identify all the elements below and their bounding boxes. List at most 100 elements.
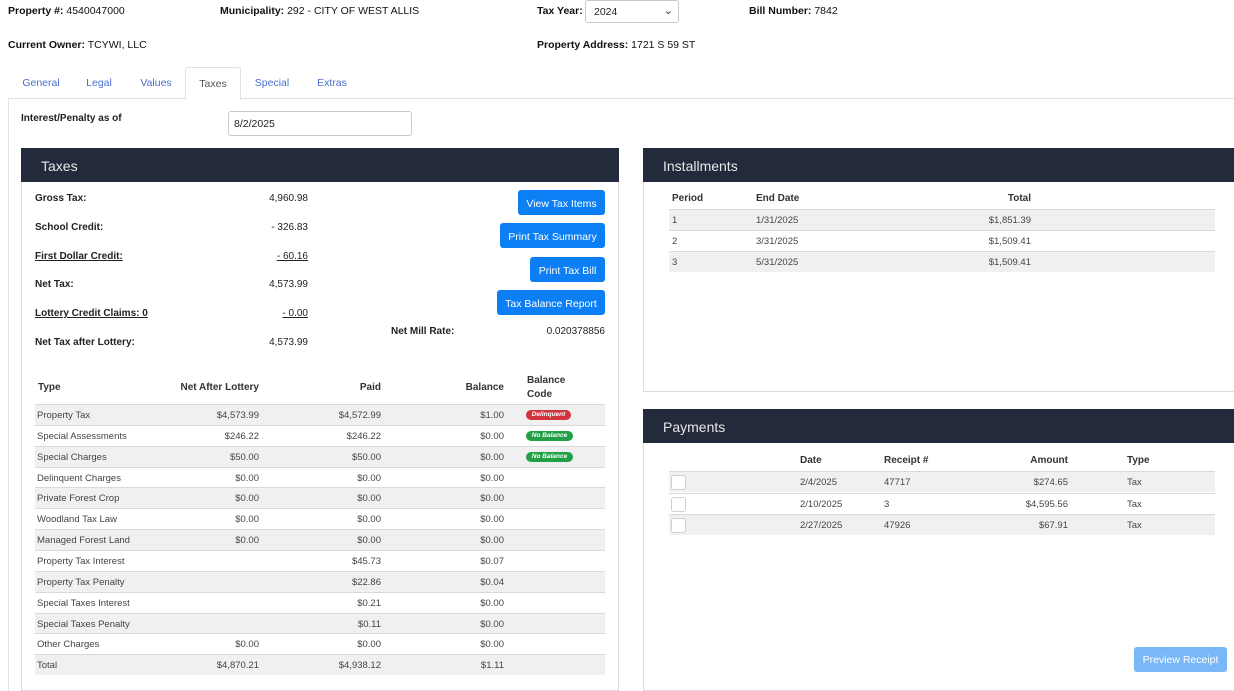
table-row: Property Tax Interest $45.73 $0.07 bbox=[35, 550, 605, 571]
payment-select-checkbox[interactable] bbox=[671, 475, 686, 490]
row-net: $246.22 bbox=[224, 430, 259, 442]
installment-row: 1 1/31/2025 $1,851.39 bbox=[669, 209, 1215, 230]
row-type: Special Charges bbox=[37, 451, 107, 463]
table-total-row: Total $4,870.21 $4,938.12 $1.11 bbox=[35, 654, 605, 676]
col-paid-header: Paid bbox=[359, 382, 381, 393]
inst-end-date: 5/31/2025 bbox=[756, 257, 799, 268]
school-credit-value: - 326.83 bbox=[271, 222, 308, 233]
tab-taxes[interactable]: Taxes bbox=[185, 67, 241, 100]
pay-receipt: 47926 bbox=[884, 520, 911, 531]
tab-legal[interactable]: Legal bbox=[86, 77, 112, 89]
gross-tax-label: Gross Tax: bbox=[35, 193, 87, 204]
pay-receipt-header: Receipt # bbox=[884, 455, 929, 466]
tab-bar: General Legal Values Taxes Special Extra… bbox=[8, 67, 1234, 100]
pay-amount: $4,595.56 bbox=[1025, 498, 1068, 510]
table-row: Private Forest Crop $0.00 $0.00 $0.00 bbox=[35, 487, 605, 509]
pay-type: Tax bbox=[1127, 498, 1142, 510]
pay-amount-header: Amount bbox=[1030, 455, 1068, 466]
row-paid: $4,572.99 bbox=[338, 410, 381, 421]
table-row: Woodland Tax Law $0.00 $0.00 $0.00 bbox=[35, 508, 605, 529]
inst-end-date: 3/31/2025 bbox=[756, 236, 799, 247]
row-paid: $50.00 bbox=[351, 451, 381, 463]
inst-period: 1 bbox=[672, 215, 678, 226]
print-tax-summary-button[interactable]: Print Tax Summary bbox=[500, 223, 605, 248]
net-tax-label: Net Tax: bbox=[35, 279, 74, 290]
row-paid: $0.00 bbox=[357, 514, 381, 526]
tax-balance-report-button[interactable]: Tax Balance Report bbox=[497, 290, 605, 315]
net-tax-value: 4,573.99 bbox=[269, 279, 308, 290]
row-type: Managed Forest Land bbox=[37, 535, 130, 547]
tab-special[interactable]: Special bbox=[254, 77, 290, 89]
table-row: Special Taxes Penalty $0.11 $0.00 bbox=[35, 612, 605, 634]
inst-end-date-header: End Date bbox=[756, 193, 800, 204]
pay-type: Tax bbox=[1127, 520, 1142, 531]
row-paid: $22.86 bbox=[351, 576, 381, 588]
payment-select-checkbox[interactable] bbox=[671, 496, 686, 512]
first-dollar-credit-link[interactable]: First Dollar Credit: bbox=[35, 251, 123, 262]
row-paid: $0.00 bbox=[357, 639, 381, 651]
inst-total-header: Total bbox=[1007, 193, 1031, 204]
row-paid: $4,938.12 bbox=[338, 660, 381, 672]
row-paid: $246.22 bbox=[346, 430, 381, 442]
installments-panel-header: Installments bbox=[643, 148, 1234, 182]
row-balance: $0.00 bbox=[480, 430, 504, 442]
bill-number: Bill Number: 7842 bbox=[749, 5, 838, 17]
row-balance: $0.07 bbox=[480, 556, 504, 567]
delinquent-badge: Delinquent bbox=[526, 410, 571, 420]
preview-receipt-button[interactable]: Preview Receipt bbox=[1134, 647, 1227, 672]
row-net: $0.00 bbox=[235, 639, 259, 651]
col-balance-header: Balance bbox=[465, 382, 504, 393]
installments-panel bbox=[643, 182, 1234, 392]
inst-period: 3 bbox=[672, 257, 678, 268]
lottery-credit-link[interactable]: Lottery Credit Claims: 0 bbox=[35, 308, 148, 319]
row-balance: $0.00 bbox=[480, 451, 504, 463]
row-balance: $0.00 bbox=[480, 472, 504, 484]
taxes-panel-header: Taxes bbox=[21, 148, 619, 182]
interest-date-input[interactable]: 8/2/2025 bbox=[228, 111, 412, 136]
first-dollar-credit-value[interactable]: - 60.16 bbox=[276, 251, 308, 262]
print-tax-bill-button[interactable]: Print Tax Bill bbox=[530, 257, 605, 282]
row-type: Private Forest Crop bbox=[37, 493, 120, 505]
net-mill-rate-value: 0.020378856 bbox=[546, 326, 605, 337]
row-net: $0.00 bbox=[235, 514, 259, 526]
school-credit-label: School Credit: bbox=[35, 222, 104, 233]
row-balance: $1.11 bbox=[480, 660, 504, 672]
pay-type: Tax bbox=[1127, 477, 1142, 488]
col-code-header-line2: Code bbox=[527, 389, 552, 400]
content-border bbox=[8, 99, 9, 691]
pay-amount: $274.65 bbox=[1033, 477, 1068, 488]
view-tax-items-button[interactable]: View Tax Items bbox=[518, 190, 605, 215]
property-address: Property Address: 1721 S 59 ST bbox=[537, 39, 696, 51]
pay-date-header: Date bbox=[800, 455, 822, 466]
row-net: $50.00 bbox=[229, 451, 259, 463]
table-row: Special Taxes Interest $0.21 $0.00 bbox=[35, 591, 605, 613]
tab-extras[interactable]: Extras bbox=[317, 77, 347, 89]
gross-tax-value: 4,960.98 bbox=[269, 193, 308, 204]
row-type: Special Taxes Interest bbox=[37, 597, 130, 609]
row-paid: $0.00 bbox=[357, 493, 381, 505]
tab-general[interactable]: General bbox=[22, 77, 60, 89]
payment-select-checkbox[interactable] bbox=[671, 518, 686, 533]
payment-row: 2/10/2025 3 $4,595.56 Tax bbox=[669, 492, 1215, 514]
col-code-header-line1: Balance bbox=[527, 375, 566, 386]
row-type: Total bbox=[37, 660, 58, 672]
net-mill-rate-label: Net Mill Rate: bbox=[391, 326, 455, 337]
row-net: $0.00 bbox=[235, 535, 259, 547]
tax-year-select[interactable]: 2024 ⌄ bbox=[585, 0, 679, 23]
row-type: Property Tax bbox=[37, 410, 91, 421]
row-balance: $0.00 bbox=[480, 493, 504, 505]
pay-date: 2/27/2025 bbox=[800, 520, 843, 531]
net-after-lottery-label: Net Tax after Lottery: bbox=[35, 337, 135, 348]
installment-row: 2 3/31/2025 $1,509.41 bbox=[669, 230, 1215, 251]
col-type-header: Type bbox=[38, 382, 61, 393]
lottery-credit-value[interactable]: - 0.00 bbox=[282, 308, 308, 319]
current-owner: Current Owner: TCYWI, LLC bbox=[8, 39, 147, 51]
pay-receipt: 47717 bbox=[884, 477, 911, 488]
row-type: Special Taxes Penalty bbox=[37, 618, 130, 630]
col-net-header: Net After Lottery bbox=[180, 382, 259, 393]
row-balance: $0.04 bbox=[480, 576, 504, 588]
interest-label: Interest/Penalty as of bbox=[21, 113, 122, 124]
tab-values[interactable]: Values bbox=[140, 77, 172, 89]
table-row: Managed Forest Land $0.00 $0.00 $0.00 bbox=[35, 529, 605, 551]
row-paid: $0.00 bbox=[357, 472, 381, 484]
